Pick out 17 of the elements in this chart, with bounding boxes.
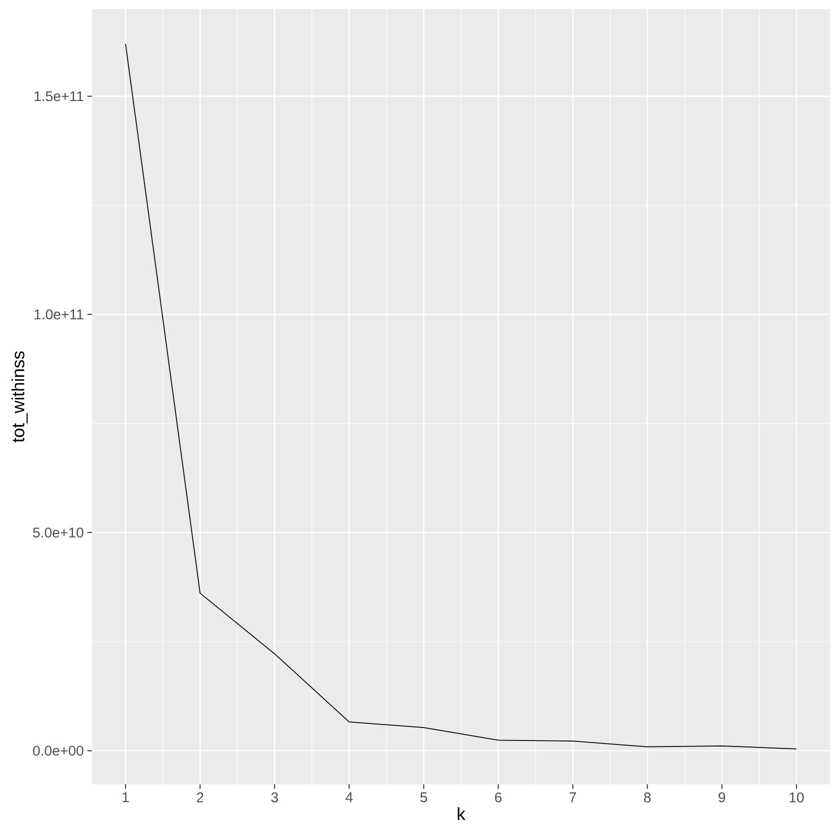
x-tick-label: 5 xyxy=(420,792,428,802)
y-tick-label: 1.5e+11 xyxy=(34,91,84,102)
x-tick-label: 3 xyxy=(271,792,278,802)
x-axis-title: k xyxy=(458,807,466,820)
x-tick-label: 6 xyxy=(495,792,502,802)
x-tick-label: 2 xyxy=(196,792,204,802)
x-tick-label: 1 xyxy=(122,792,129,802)
x-tick-label: 4 xyxy=(346,792,353,802)
x-tick-label: 10 xyxy=(790,792,804,802)
y-tick-label: 5.0e+10 xyxy=(33,528,84,538)
line-series xyxy=(125,43,797,750)
y-axis-title: tot_withinss xyxy=(11,351,28,442)
x-tick-label: 7 xyxy=(570,792,576,802)
y-tick-label: 0.0e+00 xyxy=(33,746,84,756)
x-tick-label: 9 xyxy=(718,792,726,802)
x-tick-label: 8 xyxy=(644,792,651,802)
y-tick-label: 1.0e+11 xyxy=(34,309,84,320)
